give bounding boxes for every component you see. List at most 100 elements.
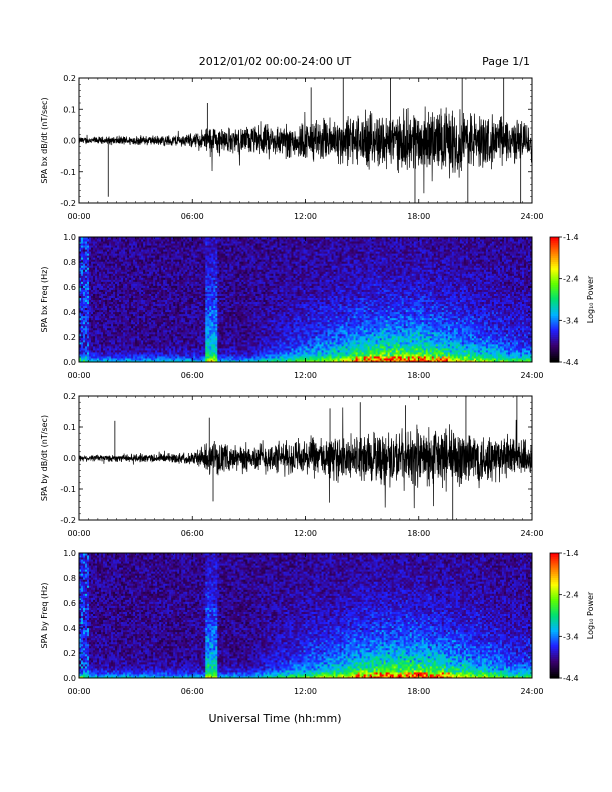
x-tick-label: 00:00	[67, 687, 90, 696]
y-axis-label: SPA bx dB/dt (nT/sec)	[40, 97, 49, 183]
x-tick-label: 00:00	[67, 212, 90, 221]
x-tick-label: 18:00	[407, 687, 430, 696]
x-tick-label: 12:00	[294, 212, 317, 221]
colorbar-segment	[550, 569, 559, 573]
y-tick-label: 0.8	[63, 258, 76, 267]
panel-3: 00:00 06:00 12:00 18:00 24:00 -0.2 -0.1 0.0 0.1 0…	[40, 392, 544, 538]
colorbar-segment	[550, 596, 559, 600]
colorbar-segment	[550, 355, 559, 359]
waveform-trace	[78, 106, 533, 194]
colorbar-segment	[550, 640, 559, 644]
colorbar-segment	[550, 268, 559, 271]
colorbar-segment	[550, 675, 559, 679]
spectrogram-cells	[79, 553, 533, 679]
y-tick-label: 0.1	[63, 423, 76, 432]
colorbar-segment	[550, 239, 559, 242]
colorbar-tick-label: -2.4	[563, 591, 579, 600]
colorbar-segment	[550, 586, 559, 590]
y-tick-label: 0.1	[63, 105, 76, 114]
colorbar-segment	[550, 578, 559, 581]
panel-1: 00:00 06:00 12:00 18:00 24:00 -0.2 -0.1 0.0 0.1 0…	[40, 74, 544, 221]
colorbar-segment	[550, 628, 559, 631]
y-tick-label: 0.2	[63, 74, 76, 83]
colorbar-frame	[549, 552, 560, 679]
colorbar-segment	[550, 557, 559, 560]
colorbar-segment	[550, 646, 559, 650]
colorbar-segment	[550, 663, 559, 667]
header-page: Page 1/1	[482, 55, 530, 68]
x-tick-label: 24:00	[520, 529, 543, 538]
colorbar-segment	[550, 287, 559, 290]
waveform-trace	[78, 407, 533, 509]
colorbar-segment	[550, 237, 559, 240]
colorbar-segment	[550, 555, 559, 558]
y-tick-label: 1.0	[63, 549, 76, 558]
y-tick-label: -0.1	[60, 485, 76, 494]
colorbar-segment	[550, 255, 559, 259]
colorbar-segment	[550, 322, 559, 326]
y-tick-label: 1.0	[63, 233, 76, 242]
y-tick-label: 0.2	[63, 333, 76, 342]
colorbar-segment	[550, 301, 559, 305]
colorbar: -1.4 -2.4 -3.4 -4.4 Log₁₀ Power	[549, 233, 595, 367]
colorbar-label: Log₁₀ Power	[586, 275, 595, 323]
colorbar-tick-label: -2.4	[563, 275, 579, 284]
colorbar-segment	[550, 245, 559, 249]
colorbar-segment	[550, 653, 559, 656]
x-tick-label: 24:00	[520, 371, 543, 380]
colorbar-segment	[550, 289, 559, 292]
colorbar-segment	[550, 274, 559, 278]
x-tick-label: 06:00	[181, 371, 204, 380]
colorbar-segment	[550, 605, 559, 608]
colorbar-segment	[550, 282, 559, 286]
x-tick-label: 18:00	[407, 371, 430, 380]
panel-4: -1.4 -2.4 -3.4 -4.4 Log₁₀ Power 00:00 06:00 12:…	[40, 549, 595, 696]
colorbar-segment	[550, 324, 559, 328]
colorbar-segment	[550, 673, 559, 677]
colorbar-segment	[550, 621, 559, 625]
colorbar-segment	[550, 563, 559, 567]
colorbar-segment	[550, 330, 559, 334]
y-tick-label: 0.0	[63, 674, 76, 683]
y-tick-label: 0.6	[63, 283, 76, 292]
colorbar-segment	[550, 241, 559, 244]
colorbar-tick-label: -1.4	[563, 233, 579, 242]
y-tick-label: 0.4	[63, 308, 76, 317]
colorbar-segment	[550, 613, 559, 617]
colorbar-segment	[550, 634, 559, 637]
colorbar-segment	[550, 590, 559, 594]
x-tick-label: 24:00	[520, 212, 543, 221]
colorbar-segment	[550, 249, 559, 253]
header-date-range: 2012/01/02 00:00-24:00 UT	[199, 55, 352, 68]
colorbar-segment	[550, 314, 559, 317]
panels: 00:00 06:00 12:00 18:00 24:00 -0.2 -0.1 0.0 0.1 0…	[40, 74, 595, 696]
colorbar-segment	[550, 632, 559, 635]
colorbar-segment	[550, 305, 559, 309]
colorbar-segment	[550, 270, 559, 274]
x-axis-label: Universal Time (hh:mm)	[209, 712, 342, 725]
colorbar-segment	[550, 638, 559, 642]
colorbar-segment	[550, 257, 559, 261]
colorbar-segment	[550, 291, 559, 294]
colorbar-segment	[550, 665, 559, 669]
colorbar-segment	[550, 278, 559, 282]
colorbar-segment	[550, 262, 559, 265]
y-axis-label: SPA by dB/dt (nT/sec)	[40, 415, 49, 501]
colorbar-segment	[550, 642, 559, 646]
colorbar-segment	[550, 299, 559, 303]
colorbar-label: Log₁₀ Power	[586, 591, 595, 639]
x-tick-label: 00:00	[67, 371, 90, 380]
colorbar-segment	[550, 253, 559, 257]
colorbar-segment	[550, 359, 559, 363]
colorbar-segment	[550, 243, 559, 246]
x-tick-label: 18:00	[407, 212, 430, 221]
colorbar-segment	[550, 559, 559, 562]
colorbar-segment	[550, 659, 559, 662]
colorbar-segment	[550, 332, 559, 336]
colorbar-segment	[550, 594, 559, 598]
x-tick-label: 24:00	[520, 687, 543, 696]
colorbar-segment	[550, 334, 559, 338]
colorbar-tick-label: -4.4	[563, 358, 579, 367]
y-tick-label: -0.2	[60, 199, 76, 208]
